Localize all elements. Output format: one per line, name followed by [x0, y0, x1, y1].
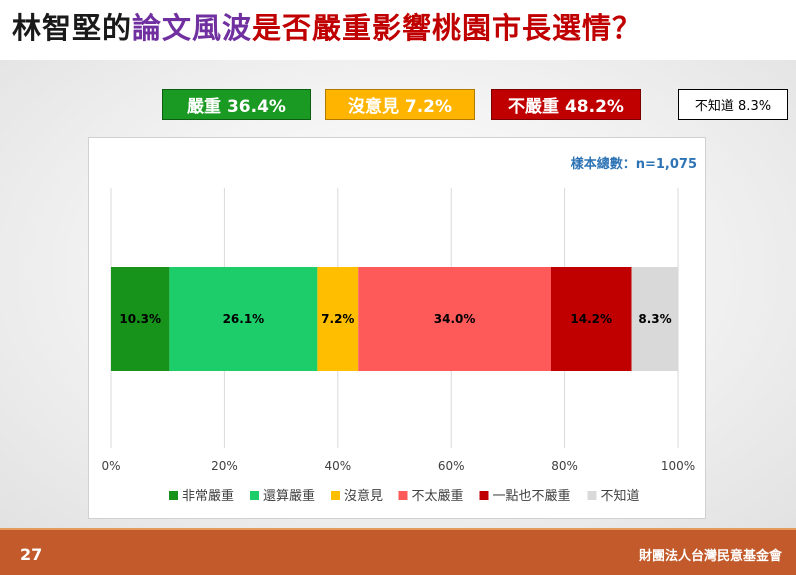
x-tick-label: 80% — [551, 459, 578, 473]
x-tick-label: 0% — [101, 459, 120, 473]
legend-swatch — [479, 491, 489, 500]
data-label: 10.3% — [119, 312, 161, 326]
x-tick-label: 60% — [438, 459, 465, 473]
legend-label: 不太嚴重 — [412, 488, 464, 504]
summary-not-serious: 不嚴重 48.2% — [491, 89, 641, 120]
title-part-2: 論文風波 — [132, 11, 253, 45]
footer-accent-line — [0, 528, 796, 531]
legend-label: 還算嚴重 — [263, 488, 315, 504]
bar-segment — [317, 267, 359, 371]
legend-item: 沒意見 — [331, 488, 383, 504]
legend-label: 非常嚴重 — [182, 488, 234, 504]
legend-item: 不知道 — [587, 488, 640, 504]
bar-segments — [111, 267, 679, 371]
summary-dont-know: 不知道 8.3% — [678, 89, 788, 120]
legend: 非常嚴重 還算嚴重 沒意見 不太嚴重 一點也不嚴重 不知道 — [169, 488, 640, 504]
summary-serious: 嚴重 36.4% — [162, 89, 311, 120]
legend-item: 不太嚴重 — [398, 488, 464, 504]
data-label: 7.2% — [321, 312, 354, 326]
summary-serious-label: 嚴重 36.4% — [187, 97, 286, 117]
summary-not-serious-label: 不嚴重 48.2% — [508, 97, 624, 117]
legend-swatch — [250, 491, 259, 500]
data-label: 26.1% — [223, 312, 265, 326]
legend-label: 沒意見 — [344, 488, 383, 504]
bar-segment — [169, 267, 318, 371]
summary-no-opinion: 沒意見 7.2% — [325, 89, 475, 120]
stacked-bar-chart: 樣本總數：n=1,075 10.3% 26.1% 7.2% 34.0% 14.2% 8.3… — [101, 156, 697, 504]
page-title: 林智堅的論文風波是否嚴重影響桃園市長選情？ — [12, 6, 642, 50]
legend-label: 不知道 — [601, 488, 640, 504]
x-axis-ticks: 0% 20% 40% 60% 80% 100% — [101, 459, 695, 473]
organization-name: 財團法人台灣民意基金會 — [638, 549, 782, 564]
sample-size-label: 樣本總數：n=1,075 — [571, 156, 697, 172]
page-number: 27 — [20, 545, 43, 564]
title-part-1: 林智堅的 — [12, 11, 133, 45]
legend-item: 還算嚴重 — [250, 488, 315, 504]
footer-bar — [0, 530, 796, 575]
bar-segment — [111, 267, 170, 371]
legend-swatch — [331, 491, 340, 500]
data-label: 14.2% — [570, 312, 612, 326]
legend-swatch — [398, 491, 408, 500]
data-label: 8.3% — [638, 312, 671, 326]
data-label: 34.0% — [434, 312, 476, 326]
legend-swatch — [169, 491, 178, 500]
x-tick-label: 100% — [661, 459, 695, 473]
summary-dont-know-label: 不知道 8.3% — [694, 99, 772, 114]
legend-label: 一點也不嚴重 — [493, 488, 571, 504]
bar-segment — [550, 267, 632, 371]
title-part-3: 是否嚴重影響桃園市長選情？ — [252, 11, 643, 45]
chart-panel: 樣本總數：n=1,075 10.3% 26.1% 7.2% 34.0% 14.2% 8.3… — [88, 137, 706, 519]
data-labels: 10.3% 26.1% 7.2% 34.0% 14.2% 8.3% — [119, 312, 671, 326]
bar-segment — [358, 267, 551, 371]
bar-segment — [631, 267, 679, 371]
x-tick-label: 20% — [211, 459, 238, 473]
x-tick-label: 40% — [324, 459, 351, 473]
legend-item: 非常嚴重 — [169, 488, 234, 504]
legend-swatch — [587, 491, 597, 500]
legend-item: 一點也不嚴重 — [479, 488, 571, 504]
summary-no-opinion-label: 沒意見 7.2% — [347, 97, 453, 117]
